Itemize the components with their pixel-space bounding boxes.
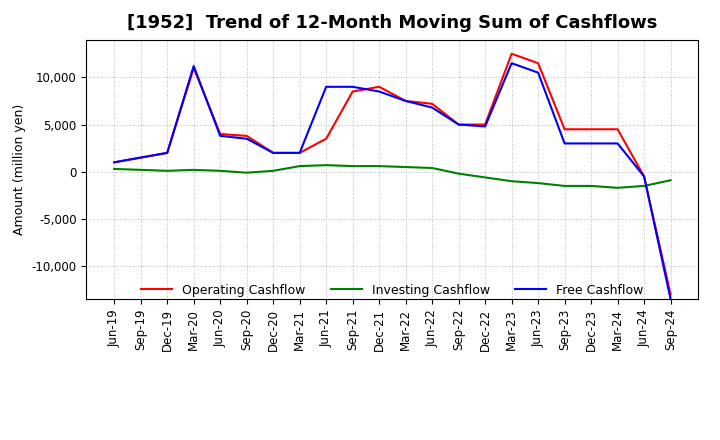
Investing Cashflow (613, 185, 622, 191)
Operating Cashflow (613, 127, 622, 132)
Free Cashflow (508, 61, 516, 66)
Investing Cashflow (189, 167, 198, 172)
Free Cashflow (243, 136, 251, 141)
Free Cashflow (348, 84, 357, 89)
Free Cashflow (613, 141, 622, 146)
Free Cashflow (560, 141, 569, 146)
Operating Cashflow (481, 122, 490, 127)
Free Cashflow (136, 155, 145, 160)
Operating Cashflow (401, 98, 410, 103)
Operating Cashflow (666, 292, 675, 297)
Free Cashflow (666, 297, 675, 302)
Free Cashflow (295, 150, 304, 155)
Investing Cashflow (163, 168, 171, 173)
Operating Cashflow (136, 155, 145, 160)
Investing Cashflow (508, 179, 516, 184)
Operating Cashflow (560, 127, 569, 132)
Operating Cashflow (163, 150, 171, 155)
Investing Cashflow (481, 175, 490, 180)
Operating Cashflow (243, 133, 251, 139)
Operating Cashflow (587, 127, 595, 132)
Investing Cashflow (454, 171, 463, 176)
Free Cashflow (375, 89, 384, 94)
Free Cashflow (110, 160, 119, 165)
Free Cashflow (269, 150, 277, 155)
Investing Cashflow (401, 165, 410, 170)
Investing Cashflow (110, 166, 119, 172)
Free Cashflow (401, 98, 410, 103)
Operating Cashflow (454, 122, 463, 127)
Investing Cashflow (666, 178, 675, 183)
Line: Operating Cashflow: Operating Cashflow (114, 54, 670, 294)
Operating Cashflow (269, 150, 277, 155)
Operating Cashflow (508, 51, 516, 56)
Investing Cashflow (295, 163, 304, 169)
Operating Cashflow (428, 101, 436, 106)
Operating Cashflow (534, 61, 542, 66)
Free Cashflow (428, 105, 436, 110)
Y-axis label: Amount (million yen): Amount (million yen) (13, 104, 26, 235)
Investing Cashflow (534, 180, 542, 186)
Free Cashflow (481, 124, 490, 129)
Legend: Operating Cashflow, Investing Cashflow, Free Cashflow: Operating Cashflow, Investing Cashflow, … (136, 279, 649, 302)
Operating Cashflow (348, 89, 357, 94)
Investing Cashflow (428, 165, 436, 171)
Investing Cashflow (136, 167, 145, 172)
Free Cashflow (322, 84, 330, 89)
Free Cashflow (534, 70, 542, 75)
Free Cashflow (640, 174, 649, 179)
Free Cashflow (454, 122, 463, 127)
Operating Cashflow (322, 136, 330, 141)
Free Cashflow (216, 133, 225, 139)
Operating Cashflow (110, 160, 119, 165)
Operating Cashflow (216, 132, 225, 137)
Line: Investing Cashflow: Investing Cashflow (114, 165, 670, 188)
Investing Cashflow (216, 168, 225, 173)
Investing Cashflow (269, 168, 277, 173)
Investing Cashflow (322, 162, 330, 168)
Operating Cashflow (640, 174, 649, 179)
Investing Cashflow (640, 183, 649, 189)
Investing Cashflow (375, 163, 384, 169)
Investing Cashflow (560, 183, 569, 189)
Investing Cashflow (587, 183, 595, 189)
Investing Cashflow (348, 163, 357, 169)
Operating Cashflow (375, 84, 384, 89)
Free Cashflow (189, 63, 198, 69)
Line: Free Cashflow: Free Cashflow (114, 63, 670, 299)
Free Cashflow (587, 141, 595, 146)
Investing Cashflow (243, 170, 251, 176)
Operating Cashflow (189, 65, 198, 70)
Title: [1952]  Trend of 12-Month Moving Sum of Cashflows: [1952] Trend of 12-Month Moving Sum of C… (127, 15, 657, 33)
Free Cashflow (163, 150, 171, 155)
Operating Cashflow (295, 150, 304, 155)
